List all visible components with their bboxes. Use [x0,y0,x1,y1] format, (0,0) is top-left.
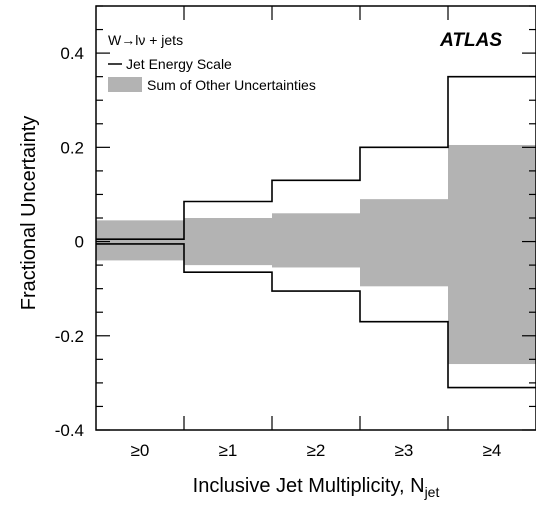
y-tick-label: 0.2 [60,138,84,157]
y-tick-label: -0.4 [55,421,84,440]
legend-other-swatch [108,77,142,92]
experiment-label: ATLAS [439,30,502,51]
jet-energy-scale-envelope [96,75,536,389]
x-category-label: ≥0 [131,441,150,460]
y-axis-title: Fractional Uncertainty [18,116,40,311]
other-band-bin-4 [448,144,536,365]
other-band-bin-1 [184,218,272,266]
legend-other-label: Sum of Other Uncertainties [147,77,316,93]
x-category-labels: ≥0 ≥1 ≥2 ≥3 ≥4 [131,441,502,460]
jes-lower-line [96,243,536,389]
x-axis-title: Inclusive Jet Multiplicity, Njet [193,475,440,500]
y-tick-label: 0.4 [60,44,84,63]
legend-process-label: W→lν + jets [108,32,183,48]
other-band-bin-2 [272,213,360,268]
x-category-label: ≥4 [483,441,502,460]
y-tick-label: -0.2 [55,327,84,346]
legend: W→lν + jets Jet Energy Scale Sum of Othe… [108,32,316,93]
y-tick-label: 0 [75,233,84,252]
jes-upper-line [96,75,536,240]
x-axis-title-subscript: jet [424,484,440,500]
y-tick-labels: -0.4 -0.2 0 0.2 0.4 [55,44,84,440]
x-category-label: ≥1 [219,441,238,460]
x-category-label: ≥2 [307,441,326,460]
x-axis-title-main: Inclusive Jet Multiplicity, N [193,475,425,497]
other-band-bin-0 [96,220,184,261]
x-category-label: ≥3 [395,441,414,460]
other-uncertainties-band [96,144,536,365]
other-band-bin-3 [360,199,448,287]
legend-jes-label: Jet Energy Scale [126,56,232,72]
plot-frame [95,5,536,431]
